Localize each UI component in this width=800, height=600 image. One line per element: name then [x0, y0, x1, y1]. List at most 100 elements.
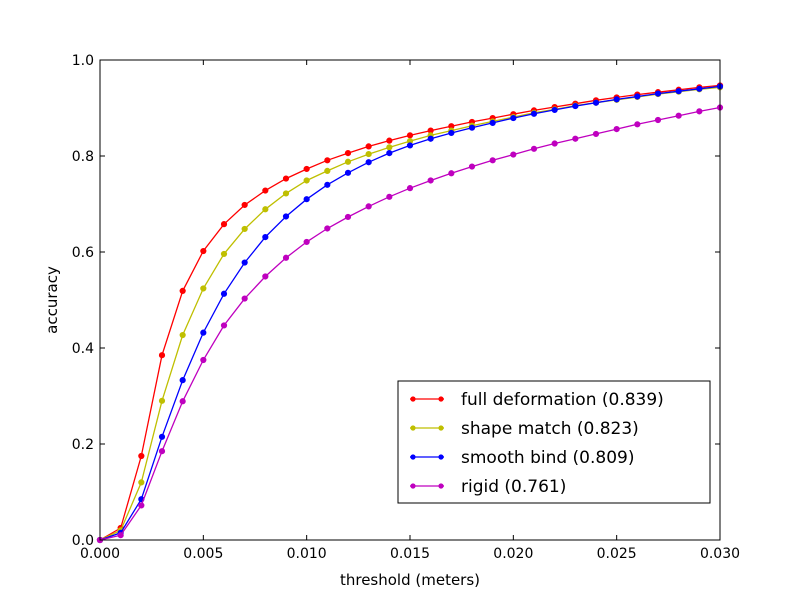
data-point: [427, 135, 434, 142]
legend-marker: [410, 483, 416, 489]
x-tick-label: 0.020: [493, 546, 533, 562]
data-point: [158, 448, 166, 455]
data-point: [324, 181, 331, 188]
data-point: [551, 106, 558, 114]
data-point: [386, 137, 393, 144]
data-point: [510, 114, 517, 122]
data-point: [303, 177, 310, 184]
legend: full deformation (0.839) shape match (0.8…: [397, 380, 711, 504]
data-point: [179, 398, 186, 405]
data-point: [427, 177, 434, 184]
data-point: [344, 150, 352, 157]
data-point: [406, 132, 414, 139]
x-tick-label: 0.000: [80, 546, 120, 562]
legend-box: [397, 380, 711, 504]
legend-marker: [410, 396, 416, 402]
y-tick-label: 0.4: [72, 341, 94, 357]
data-point: [344, 213, 352, 221]
data-point: [262, 234, 269, 241]
y-axis-label: accuracy: [43, 266, 61, 334]
data-point: [654, 90, 662, 97]
data-point: [179, 287, 186, 294]
data-point: [241, 225, 248, 233]
x-tick-label: 0.015: [390, 546, 430, 562]
data-point: [344, 169, 352, 176]
x-tick-label: 0.005: [183, 546, 223, 562]
data-point: [489, 157, 496, 164]
legend-marker: [438, 454, 444, 460]
data-point: [344, 158, 352, 165]
data-point: [613, 126, 620, 133]
data-point: [634, 93, 641, 100]
data-point: [262, 187, 269, 194]
data-point: [241, 201, 248, 209]
x-tick-label: 0.025: [597, 546, 637, 562]
data-point: [303, 196, 310, 203]
data-point: [303, 165, 310, 173]
data-point: [324, 225, 331, 232]
data-point: [138, 479, 145, 486]
data-point: [448, 129, 455, 137]
data-point: [179, 331, 186, 339]
data-point: [592, 130, 600, 138]
data-point: [386, 193, 393, 200]
data-point: [551, 140, 558, 147]
data-point: [262, 206, 269, 213]
y-tick-label: 0.2: [72, 437, 94, 453]
data-point: [654, 116, 662, 124]
data-point: [158, 352, 166, 359]
data-point: [365, 143, 372, 150]
data-point: [262, 273, 269, 280]
y-tick-label: 1.0: [72, 53, 94, 69]
data-point: [138, 452, 145, 460]
x-tick-label: 0.030: [700, 546, 740, 562]
data-point: [282, 254, 290, 261]
data-point: [510, 151, 517, 158]
data-point: [675, 112, 682, 119]
x-axis-label: threshold (meters): [340, 571, 480, 589]
legend-marker: [438, 396, 444, 402]
data-point: [200, 356, 207, 364]
data-point: [468, 124, 476, 131]
data-point: [158, 433, 166, 440]
data-point: [572, 102, 579, 110]
series-layer: [96, 82, 724, 544]
data-point: [406, 142, 414, 149]
data-point: [303, 238, 310, 246]
data-point: [365, 203, 372, 210]
data-point: [241, 295, 248, 302]
data-point: [572, 135, 579, 142]
data-point: [200, 285, 207, 292]
y-tick-label: 0.6: [72, 245, 94, 261]
data-point: [365, 159, 372, 166]
data-point: [634, 121, 641, 128]
data-point: [675, 88, 682, 95]
legend-marker: [438, 425, 444, 431]
data-point: [220, 290, 228, 297]
series-2: [96, 83, 724, 544]
y-tick-label: 0.0: [72, 533, 94, 549]
data-point: [489, 119, 496, 126]
data-point: [386, 150, 393, 157]
data-point: [530, 145, 538, 152]
data-point: [448, 170, 455, 177]
legend-marker: [438, 483, 444, 489]
data-point: [406, 185, 414, 192]
data-point: [282, 175, 290, 182]
legend-marker: [410, 454, 416, 460]
data-point: [696, 85, 703, 92]
data-point: [158, 397, 166, 404]
data-point: [282, 213, 290, 220]
data-point: [220, 221, 228, 228]
data-point: [324, 167, 331, 174]
x-tick-label: 0.010: [287, 546, 327, 562]
data-point: [613, 96, 620, 103]
data-point: [200, 329, 207, 336]
data-point: [386, 144, 393, 151]
data-point: [530, 110, 538, 117]
data-point: [282, 190, 290, 197]
data-point: [468, 163, 476, 170]
data-point: [138, 502, 145, 509]
data-point: [241, 259, 248, 266]
